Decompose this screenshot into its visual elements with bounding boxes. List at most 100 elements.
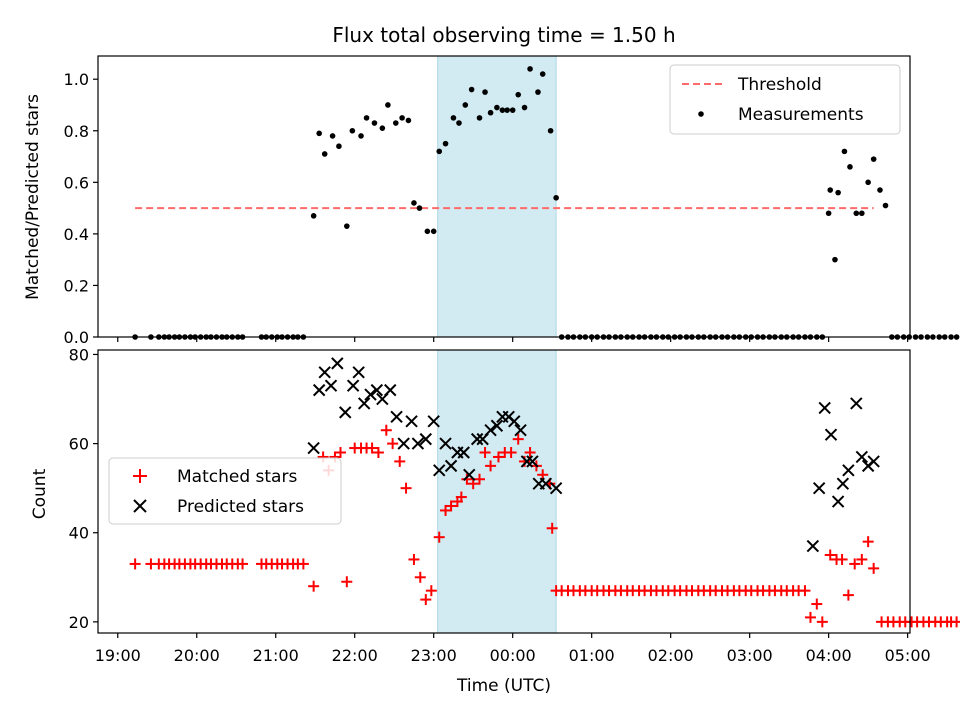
predicted-star-marker [549,481,563,495]
marker-stroke [405,415,418,428]
measurement-point [835,189,841,196]
matched-stars-points [129,424,960,628]
marker-stroke [520,455,534,468]
measurement-point [436,148,443,155]
marker-stroke [370,383,384,397]
matched-star-marker [425,585,437,597]
top-shaded-span [437,55,557,338]
measurement-point [853,210,860,217]
predicted-star-marker [331,357,344,370]
measurement-point [827,187,834,193]
x-tick-label: 02:00 [648,646,694,665]
bottom-y-axis-ticks: 20 40 60 80 [69,345,98,632]
measurement-point [487,109,494,116]
top-y-tick-label: 0.2 [64,276,89,295]
measurement-point [521,104,528,111]
measurement-point [918,334,924,340]
top-y-axis-ticks: 0.0 0.2 0.4 0.6 0.8 1.0 [64,70,98,347]
predicted-star-marker [490,419,504,432]
x-tick-label: 03:00 [727,646,773,665]
marker-stroke [514,424,527,437]
bottom-y-tick-label: 40 [69,524,89,543]
marker-stroke [433,464,446,477]
marker-stroke [390,410,403,424]
marker-stroke [384,383,397,397]
predicted-star-marker [514,424,527,437]
marker-stroke [463,468,476,481]
marker-stroke [331,357,344,370]
marker-stroke [831,495,845,508]
x-tick-label: 21:00 [253,646,299,665]
x-tick-label: 04:00 [806,646,852,665]
top-legend: Threshold Measurements [669,64,901,135]
bottom-plot-frame [97,349,911,634]
predicted-star-marker [855,450,869,464]
top-y-tick-label: 0.0 [64,328,89,347]
predicted-star-marker [427,415,440,428]
matched-star-marker [341,576,353,588]
measurement-point [385,102,391,108]
marker-stroke [484,424,497,437]
measurement-point [877,187,883,193]
measurement-point [930,334,936,340]
x-tick-label: 00:00 [490,646,536,665]
top-plot-frame [97,55,911,338]
marker-stroke [411,437,425,450]
predicted-star-marker [463,468,476,481]
x-tick-label: 05:00 [885,646,931,665]
top-x-axis-ticks [117,337,909,342]
measurement-point [924,334,931,340]
measurement-point [832,256,838,263]
matched-star-marker [546,522,558,534]
top-y-tick-label: 0.8 [64,122,89,141]
predicted-star-marker [433,464,446,477]
marker-stroke [318,366,331,379]
x-tick-label: 22:00 [332,646,378,665]
matched-star-marker [485,460,497,472]
measurement-point [336,143,342,150]
marker-stroke [439,437,452,450]
predicted-stars-points [307,357,880,553]
measurement-point [941,334,948,340]
matched-star-marker [836,553,848,565]
predicted-star-marker [831,495,845,508]
marker-stroke [312,383,326,397]
measurement-point [379,125,386,131]
predicted-star-marker [539,477,553,490]
matched-star-marker [420,594,432,606]
measurement-point [499,107,506,113]
marker-stroke [836,477,850,490]
top-y-tick-label: 0.4 [64,225,89,244]
matched-star-marker [380,424,392,436]
marker-stroke [364,388,377,401]
predicted-star-marker [352,366,365,379]
matched-star-marker [492,451,504,463]
predicted-star-marker [836,477,850,490]
legend-matched-swatch [133,469,147,483]
predicted-star-marker [526,455,539,468]
measurement-point [535,89,541,95]
predicted-star-marker [508,415,521,428]
top-panel: 0.0 0.2 0.4 0.6 0.8 1.0 Matched/Predicted sta… [23,55,960,347]
predicted-star-marker [867,455,880,468]
legend-matched-label: Matched stars [177,467,297,487]
legend-measurements-label: Measurements [738,105,864,125]
marker-stroke [444,459,458,473]
matched-star-marker [868,562,880,574]
matched-star-marker [816,616,828,628]
predicted-star-marker [842,464,855,477]
predicted-star-marker [457,446,470,459]
measurement-point [553,194,559,201]
measurement-point [547,127,554,134]
marker-stroke [549,481,563,495]
predicted-star-marker [520,455,534,468]
matched-star-marker [856,553,868,565]
bottom-legend-box [108,457,342,525]
predicted-star-marker [364,388,377,401]
measurement-point [882,202,889,209]
matched-star-marker [842,589,854,601]
matched-star-marker [400,482,412,494]
predicted-star-marker [370,383,384,397]
x-tick-label: 20:00 [174,646,220,665]
